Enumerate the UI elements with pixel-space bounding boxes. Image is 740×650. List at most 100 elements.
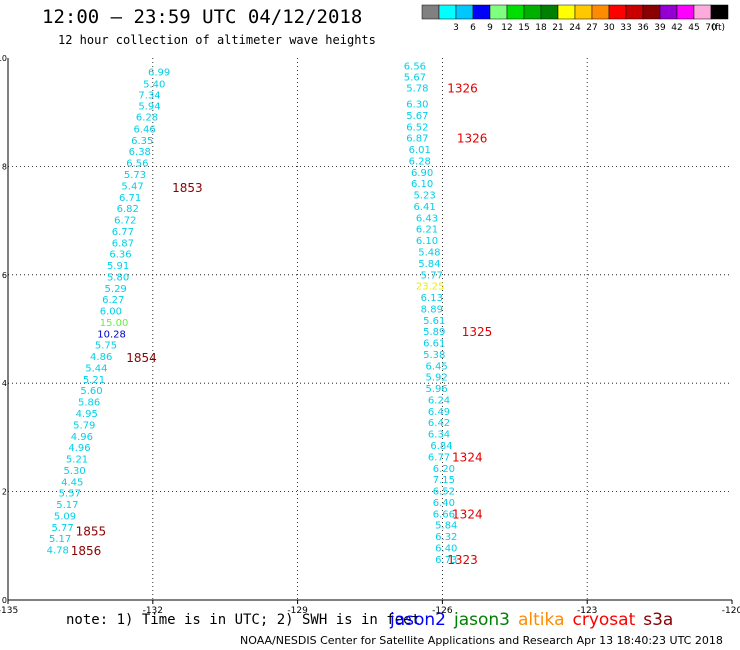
wave-height-label: 6.32 (435, 532, 457, 543)
legend-tick-label: 21 (552, 23, 563, 33)
wave-height-label: 6.34 (428, 430, 450, 441)
chart-title: 12:00 — 23:59 UTC 04/12/2018 (42, 6, 363, 28)
wave-height-label: 6.73 (435, 555, 457, 566)
x-tick-label: -120 (722, 606, 740, 616)
wave-height-label: 6.00 (100, 307, 122, 318)
legend-tick-label: 33 (620, 23, 631, 33)
wave-height-label: 6.77 (428, 452, 450, 463)
wave-height-label: 6.28 (409, 156, 431, 167)
wave-height-label: 5.21 (66, 455, 88, 466)
wave-height-label: 6.49 (428, 407, 450, 418)
wave-height-label: 5.23 (413, 191, 435, 202)
y-tick-label: 10 (0, 54, 7, 63)
legend-tick-label: 18 (535, 23, 547, 33)
legend-tick-label: 6 (470, 23, 476, 33)
legend-tick-label: 9 (487, 23, 493, 33)
wave-height-label: 5.09 (54, 511, 76, 522)
wave-height-label: 5.17 (56, 500, 78, 511)
wave-height-label: 5.75 (95, 341, 117, 352)
wave-height-label: 5.86 (78, 398, 100, 409)
wave-height-label: 6.01 (409, 145, 431, 156)
wave-height-label: 7.15 (433, 475, 455, 486)
wave-height-label: 5.60 (80, 386, 102, 397)
wave-height-label: 6.10 (416, 236, 438, 247)
legend-swatch (591, 4, 610, 20)
wave-height-label: 6.90 (411, 168, 433, 179)
wave-height-label: 4.78 (47, 546, 69, 557)
time-label: 1856 (71, 544, 102, 558)
legend-tick-label: 12 (501, 23, 512, 33)
satellite-label-jason2: jason2 (390, 610, 446, 630)
y-tick-label: 4 (2, 379, 7, 388)
wave-height-label: 5.57 (59, 489, 81, 500)
legend-swatch (676, 4, 695, 20)
wave-height-label: 6.87 (112, 238, 134, 249)
wave-height-label: 6.40 (435, 543, 457, 554)
wave-height-labels: 6.995.407.345.946.286.466.356.386.565.73… (47, 62, 458, 566)
wave-height-label: 6.77 (112, 227, 134, 238)
wave-height-label: 4.96 (71, 432, 93, 443)
time-label: 1326 (457, 132, 488, 146)
wave-height-label: 6.27 (102, 295, 124, 306)
satellite-legend: jason2 jason3 altika cryosat s3a (390, 610, 681, 630)
wave-height-label: 6.61 (423, 339, 445, 350)
footer-credit: NOAA/NESDIS Center for Satellite Applica… (240, 634, 723, 647)
wave-height-label: 5.73 (124, 170, 146, 181)
wave-height-label: 6.87 (406, 134, 428, 145)
time-label: 1854 (126, 351, 157, 365)
legend-swatch (557, 4, 576, 20)
time-label: 1324 (452, 450, 483, 464)
wave-height-label: 6.28 (136, 113, 158, 124)
wave-height-label: 6.30 (406, 100, 428, 111)
x-tick-label: -126 (432, 606, 453, 616)
wave-height-label: 5.67 (406, 111, 428, 122)
wave-height-label: 6.42 (428, 418, 450, 429)
legend-swatch (693, 4, 712, 20)
wave-height-label: 6.24 (428, 395, 450, 406)
satellite-label-jason3: jason3 (454, 610, 510, 630)
legend-swatch (421, 4, 440, 20)
footer-note: note: 1) Time is in UTC; 2) SWH is in fe… (66, 612, 421, 628)
satellite-label-s3a: s3a (643, 610, 674, 630)
wave-height-label: 5.78 (406, 83, 428, 94)
wave-height-label: 6.35 (131, 136, 153, 147)
wave-height-label: 5.29 (105, 284, 127, 295)
wave-height-label: 5.84 (418, 259, 440, 270)
wave-height-label: 6.45 (426, 361, 448, 372)
wave-height-label: 5.96 (426, 384, 448, 395)
legend-tick-label: 15 (518, 23, 529, 33)
wave-height-label: 6.82 (117, 204, 139, 215)
satellite-label-cryosat: cryosat (572, 610, 636, 630)
wave-height-label: 6.41 (413, 202, 435, 213)
legend-swatch (659, 4, 678, 20)
wave-height-label: 7.34 (138, 90, 160, 101)
legend-swatch (540, 4, 559, 20)
legend-swatch (608, 4, 627, 20)
chart-subtitle: 12 hour collection of altimeter wave hei… (58, 33, 376, 47)
wave-height-label: 6.56 (404, 62, 426, 73)
y-tick-label: 2 (2, 488, 7, 497)
time-label: 1855 (76, 525, 107, 539)
time-label: 1324 (452, 507, 483, 521)
wave-height-label: 6.71 (119, 193, 141, 204)
wave-height-label: 4.96 (68, 443, 90, 454)
wave-height-label: 5.94 (138, 102, 160, 113)
wave-height-label: 15.00 (100, 318, 129, 329)
satellite-label-altika: altika (518, 610, 565, 630)
legend-tick-label: 42 (671, 23, 682, 33)
time-labels: 1853 1854 1855 1856 1326 1326 1325 1324 1324 1323 (71, 81, 493, 567)
wave-height-label: 5.67 (404, 72, 426, 83)
wave-height-label: 5.30 (64, 466, 86, 477)
wave-height-label: 6.38 (129, 147, 151, 158)
wave-height-label: 5.80 (107, 272, 129, 283)
time-label: 1325 (462, 325, 493, 339)
wave-height-label: 5.47 (121, 181, 143, 192)
wave-height-label: 6.46 (133, 124, 155, 135)
y-tick-label: 8 (2, 162, 7, 171)
x-tick-label: -135 (0, 606, 18, 616)
x-tick-label: -132 (143, 606, 163, 616)
wave-height-label: 5.84 (435, 521, 457, 532)
wave-height-label: 4.45 (61, 477, 83, 488)
legend-swatch (523, 4, 542, 20)
